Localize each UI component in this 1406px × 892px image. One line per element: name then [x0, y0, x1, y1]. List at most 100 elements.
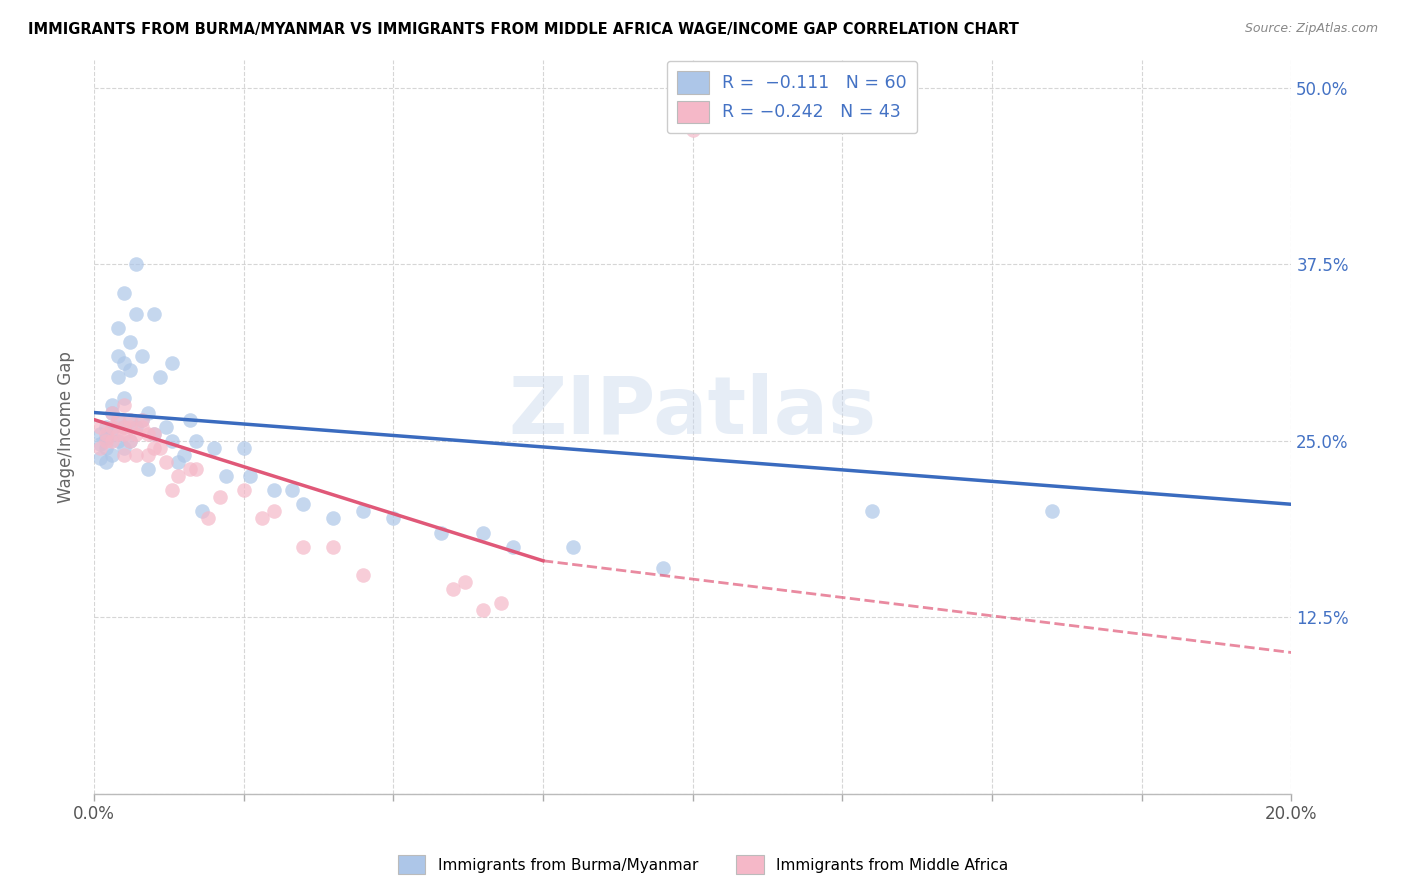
Point	[94, 426, 117, 441]
Text: Source: ZipAtlas.com: Source: ZipAtlas.com	[1244, 22, 1378, 36]
Legend: Immigrants from Burma/Myanmar, Immigrants from Middle Africa: Immigrants from Burma/Myanmar, Immigrant…	[392, 849, 1014, 880]
Point	[118, 412, 141, 426]
Point	[149, 441, 172, 455]
Point	[160, 483, 183, 498]
Point	[142, 307, 165, 321]
Point	[89, 450, 111, 465]
Point	[202, 441, 225, 455]
Point	[454, 574, 477, 589]
Text: ZIPatlas: ZIPatlas	[509, 373, 877, 451]
Point	[94, 434, 117, 448]
Y-axis label: Wage/Income Gap: Wage/Income Gap	[58, 351, 75, 502]
Point	[197, 511, 219, 525]
Point	[107, 412, 129, 426]
Point	[107, 412, 129, 426]
Point	[179, 462, 201, 476]
Point	[149, 370, 172, 384]
Point	[112, 448, 135, 462]
Point	[561, 540, 583, 554]
Point	[430, 525, 453, 540]
Point	[502, 540, 524, 554]
Point	[101, 405, 124, 419]
Point	[190, 504, 212, 518]
Point	[352, 504, 374, 518]
Point	[651, 561, 673, 575]
Point	[101, 448, 124, 462]
Point	[107, 370, 129, 384]
Point	[131, 412, 153, 426]
Point	[94, 431, 117, 445]
Point	[250, 511, 273, 525]
Point	[1040, 504, 1063, 518]
Point	[382, 511, 405, 525]
Point	[94, 419, 117, 434]
Point	[441, 582, 464, 596]
Point	[107, 349, 129, 363]
Point	[101, 419, 124, 434]
Point	[142, 426, 165, 441]
Point	[112, 426, 135, 441]
Point	[112, 399, 135, 413]
Point	[136, 448, 159, 462]
Point	[125, 448, 148, 462]
Point	[232, 441, 254, 455]
Point	[239, 469, 262, 483]
Point	[94, 455, 117, 469]
Point	[112, 419, 135, 434]
Point	[125, 257, 148, 271]
Point	[214, 469, 236, 483]
Point	[155, 455, 177, 469]
Point	[160, 356, 183, 370]
Point	[489, 596, 512, 610]
Point	[112, 392, 135, 406]
Point	[173, 448, 195, 462]
Point	[352, 567, 374, 582]
Point	[142, 426, 165, 441]
Point	[118, 419, 141, 434]
Point	[179, 412, 201, 426]
Point	[160, 434, 183, 448]
Point	[112, 441, 135, 455]
Point	[107, 321, 129, 335]
Point	[136, 405, 159, 419]
Point	[263, 483, 285, 498]
Point	[112, 285, 135, 300]
Point	[131, 419, 153, 434]
Point	[292, 540, 315, 554]
Point	[89, 441, 111, 455]
Point	[322, 511, 344, 525]
Point	[101, 405, 124, 419]
Point	[94, 441, 117, 455]
Point	[155, 419, 177, 434]
Point	[184, 434, 207, 448]
Point	[232, 483, 254, 498]
Point	[112, 356, 135, 370]
Point	[118, 434, 141, 448]
Text: IMMIGRANTS FROM BURMA/MYANMAR VS IMMIGRANTS FROM MIDDLE AFRICA WAGE/INCOME GAP C: IMMIGRANTS FROM BURMA/MYANMAR VS IMMIGRA…	[28, 22, 1019, 37]
Point	[118, 334, 141, 349]
Point	[112, 419, 135, 434]
Point	[472, 603, 495, 617]
Point	[89, 436, 111, 450]
Point	[184, 462, 207, 476]
Point	[263, 504, 285, 518]
Point	[118, 363, 141, 377]
Point	[101, 434, 124, 448]
Point	[107, 434, 129, 448]
Point	[292, 497, 315, 511]
Point	[131, 349, 153, 363]
Point	[136, 426, 159, 441]
Point	[208, 490, 231, 504]
Point	[142, 441, 165, 455]
Point	[118, 434, 141, 448]
Point	[107, 426, 129, 441]
Point	[131, 412, 153, 426]
Legend: R =  −0.111   N = 60, R = −0.242   N = 43: R = −0.111 N = 60, R = −0.242 N = 43	[666, 61, 918, 133]
Point	[101, 399, 124, 413]
Point	[166, 469, 188, 483]
Point	[125, 419, 148, 434]
Point	[322, 540, 344, 554]
Point	[125, 307, 148, 321]
Point	[280, 483, 302, 498]
Point	[89, 419, 111, 434]
